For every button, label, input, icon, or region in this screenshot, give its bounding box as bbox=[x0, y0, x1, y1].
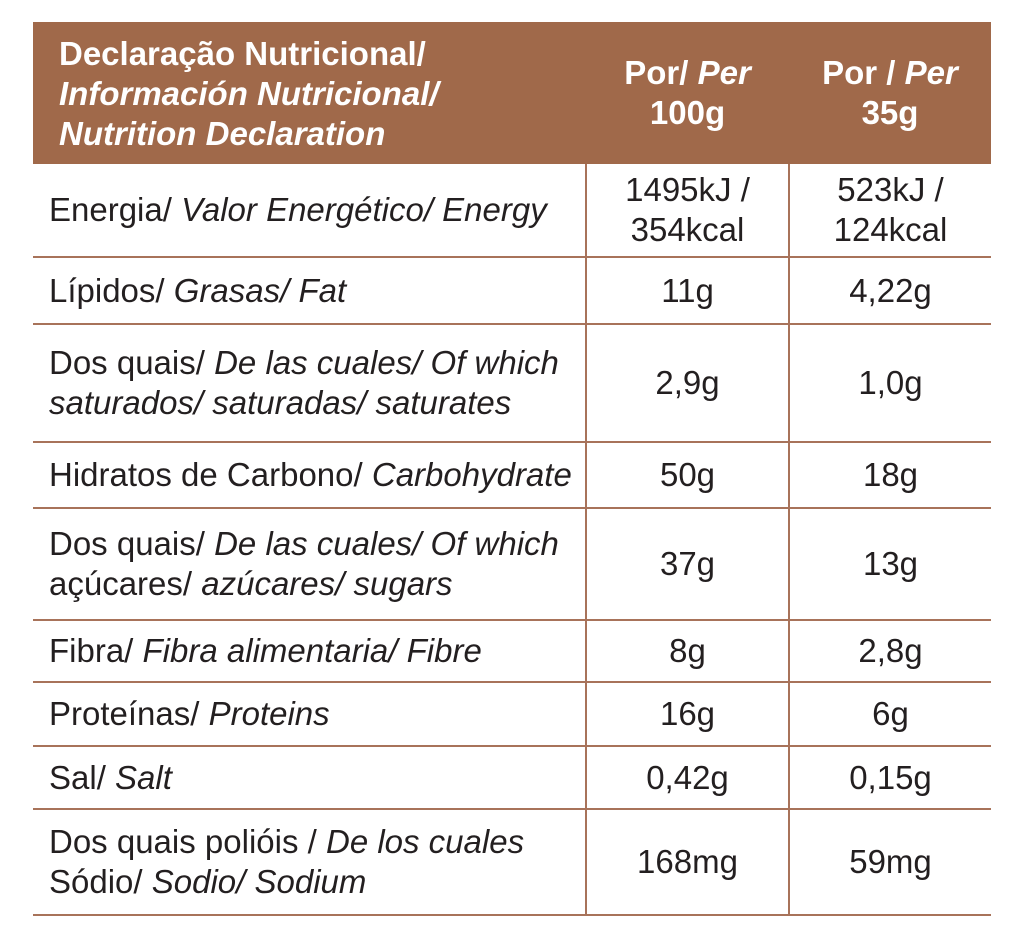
value-per-35g: 2,8g bbox=[788, 620, 991, 683]
title-es: Información Nutricional/ bbox=[59, 75, 439, 112]
table-row: Dos quais/ De las cuales/ Of which satur… bbox=[33, 324, 991, 443]
nutrient-label: Proteínas/ Proteins bbox=[33, 682, 586, 747]
table-header-row: Declaração Nutricional/ Información Nutr… bbox=[33, 22, 991, 164]
table-title: Declaração Nutricional/ Información Nutr… bbox=[33, 22, 586, 164]
title-pt: Declaração Nutricional/ bbox=[59, 35, 426, 72]
value-per-100g: 50g bbox=[585, 442, 789, 509]
value-per-35g: 13g bbox=[788, 508, 991, 621]
value-per-35g: 4,22g bbox=[788, 257, 991, 325]
value-per-100g: 11g bbox=[585, 257, 789, 325]
value-per-100g: 168mg bbox=[585, 809, 789, 916]
nutrition-table-panel: Declaração Nutricional/ Información Nutr… bbox=[33, 22, 991, 919]
value-per-35g: 18g bbox=[788, 442, 991, 509]
value-per-35g: 1,0g bbox=[788, 324, 991, 443]
value-per-100g: 37g bbox=[585, 508, 789, 621]
nutrient-label: Lípidos/ Grasas/ Fat bbox=[33, 257, 586, 325]
table-row: Dos quais polióis / De los cuales Sódio/… bbox=[33, 809, 991, 916]
value-per-100g: 0,42g bbox=[585, 746, 789, 810]
table-row: Dos quais/ De las cuales/ Of which açúca… bbox=[33, 508, 991, 621]
nutrient-label: Sal/ Salt bbox=[33, 746, 586, 810]
nutrient-label: Dos quais/ De las cuales/ Of which açúca… bbox=[33, 508, 586, 621]
title-en: Nutrition Declaration bbox=[59, 115, 386, 152]
value-per-35g: 6g bbox=[788, 682, 991, 747]
value-per-35g: 523kJ /124kcal bbox=[788, 164, 991, 258]
nutrient-label: Dos quais/ De las cuales/ Of which satur… bbox=[33, 324, 586, 443]
table-row: Hidratos de Carbono/ Carbohydrate 50g 18… bbox=[33, 442, 991, 509]
value-per-100g: 2,9g bbox=[585, 324, 789, 443]
nutrient-label: Hidratos de Carbono/ Carbohydrate bbox=[33, 442, 586, 509]
nutrition-table: Declaração Nutricional/ Información Nutr… bbox=[33, 22, 991, 916]
table-row: Lípidos/ Grasas/ Fat 11g 4,22g bbox=[33, 257, 991, 325]
table-row: Proteínas/ Proteins 16g 6g bbox=[33, 682, 991, 747]
nutrient-label: Dos quais polióis / De los cuales Sódio/… bbox=[33, 809, 586, 916]
nutrient-label: Energia/ Valor Energético/ Energy bbox=[33, 164, 586, 258]
table-row: Sal/ Salt 0,42g 0,15g bbox=[33, 746, 991, 810]
column-header-per-35g: Por / Per 35g bbox=[822, 54, 958, 131]
nutrient-label: Fibra/ Fibra alimentaria/ Fibre bbox=[33, 620, 586, 683]
table-row: Fibra/ Fibra alimentaria/ Fibre 8g 2,8g bbox=[33, 620, 991, 683]
value-per-100g: 1495kJ /354kcal bbox=[585, 164, 789, 258]
table-row: Energia/ Valor Energético/ Energy 1495kJ… bbox=[33, 164, 991, 258]
value-per-35g: 59mg bbox=[788, 809, 991, 916]
value-per-35g: 0,15g bbox=[788, 746, 991, 810]
value-per-100g: 16g bbox=[585, 682, 789, 747]
value-per-100g: 8g bbox=[585, 620, 789, 683]
column-header-per-100g: Por/ Per 100g bbox=[624, 54, 751, 131]
